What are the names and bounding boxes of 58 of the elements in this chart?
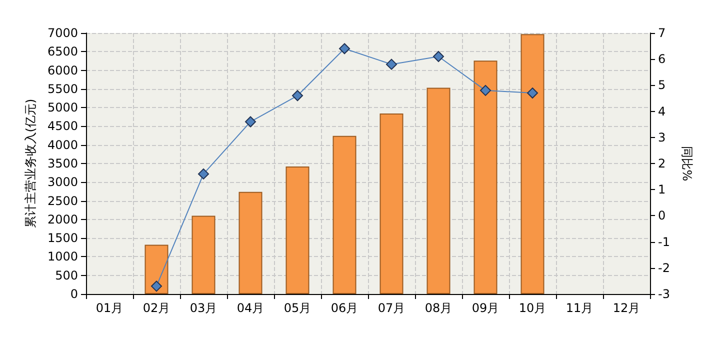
y2-tick-label: 1 (658, 182, 666, 197)
y-tick-label: 500 (55, 268, 78, 282)
point (386, 58, 397, 70)
bar (474, 60, 498, 294)
x-tick-label: 11月 (566, 301, 594, 315)
y-tick-label: 6000 (47, 63, 78, 78)
bar (520, 34, 544, 294)
y2-tick-label: 3 (658, 130, 666, 144)
x-tick-label: 04月 (236, 301, 264, 315)
y2-tick-label: 4 (658, 104, 666, 118)
point (480, 84, 491, 96)
y-tick-label: 4000 (47, 138, 78, 152)
y-tick-label: 6500 (47, 44, 78, 59)
y2-tick-label: 7 (658, 26, 666, 40)
y-tick-label: 1500 (47, 231, 78, 246)
x-tick-label: 06月 (330, 301, 358, 315)
y2-tick-label: -2 (658, 260, 670, 275)
y-tick-label: 0 (70, 287, 78, 301)
x-tick-label: 09月 (472, 301, 500, 315)
y2-tick-label: -3 (658, 287, 670, 301)
y2-tick-label: -1 (658, 234, 670, 249)
x-tick-label: 08月 (424, 301, 452, 315)
point (292, 90, 303, 102)
y2-tick-label: 5 (658, 78, 666, 92)
y-tick-label: 2500 (47, 194, 78, 208)
y-tick-label: 5000 (47, 100, 78, 115)
point (198, 168, 209, 180)
x-tick-label: 07月 (378, 301, 406, 315)
x-tick-label: 02月 (142, 301, 170, 315)
y-tick-label: 5500 (47, 82, 78, 96)
y2-tick-label: 6 (658, 52, 666, 66)
x-tick-label: 05月 (284, 301, 312, 315)
y2-tick-label: 0 (658, 208, 666, 223)
point (527, 88, 538, 99)
x-tick-label: 10月 (518, 301, 546, 315)
y-tick-label: 3500 (47, 156, 78, 170)
bar (144, 244, 168, 294)
point (433, 50, 444, 62)
point (339, 43, 350, 54)
point (245, 116, 256, 128)
point (151, 280, 162, 292)
bar (426, 88, 450, 294)
x-tick-label: 03月 (190, 301, 218, 315)
bar (238, 192, 262, 294)
y2-tick-label: 2 (658, 156, 666, 170)
bar (286, 166, 310, 294)
y-tick-label: 4500 (47, 119, 78, 134)
bar (380, 114, 404, 294)
y-tick-label: 2000 (47, 212, 78, 226)
bar (192, 216, 216, 294)
x-tick-label: 12月 (612, 301, 640, 315)
y-tick-label: 1000 (47, 250, 78, 264)
y-tick-label: 3000 (47, 175, 78, 190)
y2-axis-title: 同比% (680, 146, 694, 182)
x-tick-label: 01月 (96, 301, 124, 315)
y-axis-title: 累计主营业务收入(亿元) (24, 98, 38, 228)
bar (332, 136, 356, 294)
y-tick-label: 7000 (47, 26, 78, 40)
